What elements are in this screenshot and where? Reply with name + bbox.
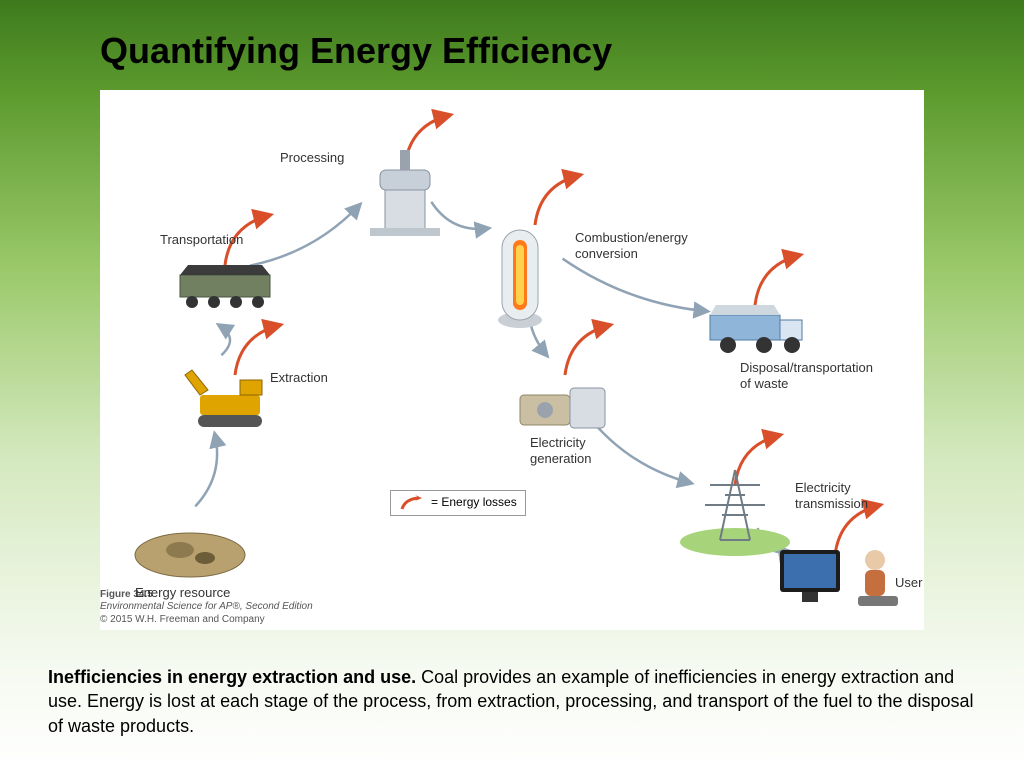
label-combustion: Combustion/energy conversion	[575, 230, 688, 261]
label-transmission: Electricity transmission	[795, 480, 868, 511]
legend-text: = Energy losses	[431, 495, 517, 509]
label-extraction: Extraction	[270, 370, 328, 386]
node-combustion	[498, 230, 542, 328]
slide: Quantifying Energy Efficiency Figure 34.…	[0, 0, 1024, 768]
caption-lead: Inefficiencies in energy extraction and …	[48, 667, 416, 687]
node-user	[780, 550, 898, 606]
label-electricity: Electricity generation	[530, 435, 591, 466]
label-transportation: Transportation	[160, 232, 243, 248]
legend-energy-losses: = Energy losses	[390, 490, 526, 516]
loss-arrow-icon	[399, 495, 427, 511]
label-resource: Energy resource	[135, 585, 230, 601]
node-disposal	[710, 305, 802, 353]
node-extraction	[185, 370, 262, 427]
figure-book: Environmental Science for AP®, Second Ed…	[100, 601, 313, 612]
energy-flow-diagram: Figure 34.5 Environmental Science for AP…	[100, 90, 924, 630]
label-processing: Processing	[280, 150, 344, 166]
figure-copyright: © 2015 W.H. Freeman and Company	[100, 614, 265, 625]
caption: Inefficiencies in energy extraction and …	[48, 665, 976, 738]
label-user: User	[895, 575, 922, 591]
page-title: Quantifying Energy Efficiency	[100, 30, 612, 72]
node-resource	[135, 533, 245, 577]
node-transportation	[180, 265, 270, 308]
label-disposal: Disposal/transportation of waste	[740, 360, 873, 391]
node-processing	[370, 150, 440, 236]
node-electricity	[520, 388, 605, 428]
